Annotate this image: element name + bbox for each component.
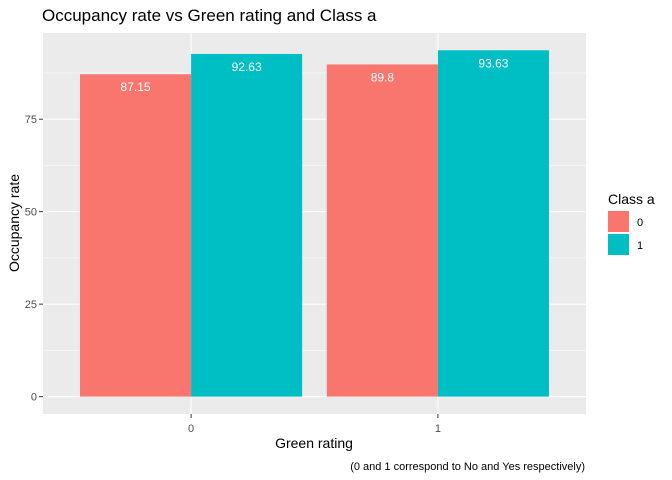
x-tick-label: 1 (435, 423, 441, 435)
y-tick-label: 75 (25, 114, 37, 126)
chart-title: Occupancy rate vs Green rating and Class… (42, 6, 377, 25)
bar-labels: 87.15 92.63 89.8 93.63 (121, 56, 509, 94)
bar-value-label: 92.63 (232, 60, 262, 74)
x-axis-label: Green rating (275, 435, 353, 451)
y-tick-label: 0 (31, 392, 37, 404)
bar (326, 64, 438, 397)
y-tick-label: 25 (25, 299, 37, 311)
legend: Class a 0 1 (608, 191, 655, 255)
legend-swatch (608, 234, 629, 255)
bar-value-label: 89.8 (371, 70, 395, 84)
y-tick-label: 50 (25, 207, 37, 219)
legend-swatch (608, 211, 629, 232)
legend-label: 0 (637, 217, 643, 229)
bar-value-label: 93.63 (478, 56, 508, 70)
legend-label: 1 (637, 240, 643, 252)
bar (80, 74, 192, 397)
bars (80, 50, 549, 397)
bar (437, 50, 549, 397)
x-tick-label: 0 (188, 423, 194, 435)
bar (191, 53, 303, 397)
legend-title: Class a (608, 191, 655, 207)
bar-value-label: 87.15 (121, 80, 151, 94)
caption: (0 and 1 correspond to No and Yes respec… (350, 461, 585, 473)
y-axis: 0 25 50 75 (25, 114, 43, 404)
y-axis-label: Occupancy rate (6, 174, 22, 272)
